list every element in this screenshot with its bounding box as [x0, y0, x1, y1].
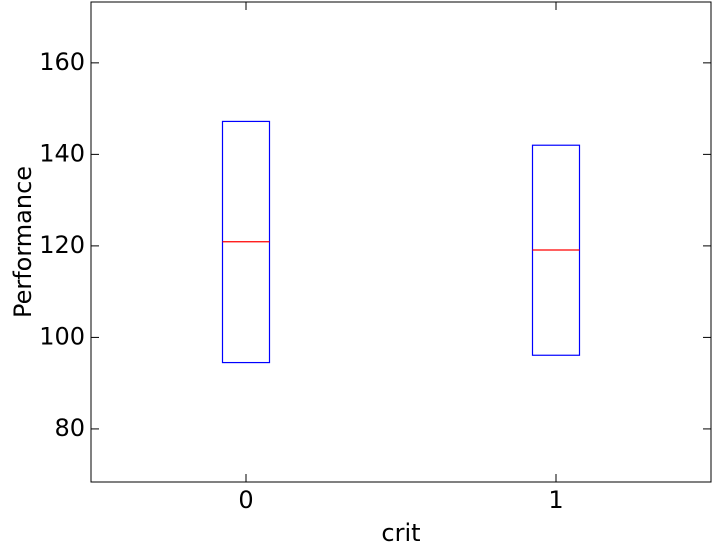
y-tick-label: 120: [39, 231, 85, 259]
y-tick-label: 100: [39, 322, 85, 350]
x-tick-label: 0: [238, 486, 253, 514]
y-tick-label: 140: [39, 139, 85, 167]
y-tick-label: 80: [54, 414, 85, 442]
x-axis-label: crit: [381, 519, 420, 547]
y-axis-label: Performance: [9, 166, 37, 318]
y-tick-label: 160: [39, 48, 85, 76]
x-tick-label: 1: [548, 486, 563, 514]
plot-frame: [90, 1, 712, 483]
